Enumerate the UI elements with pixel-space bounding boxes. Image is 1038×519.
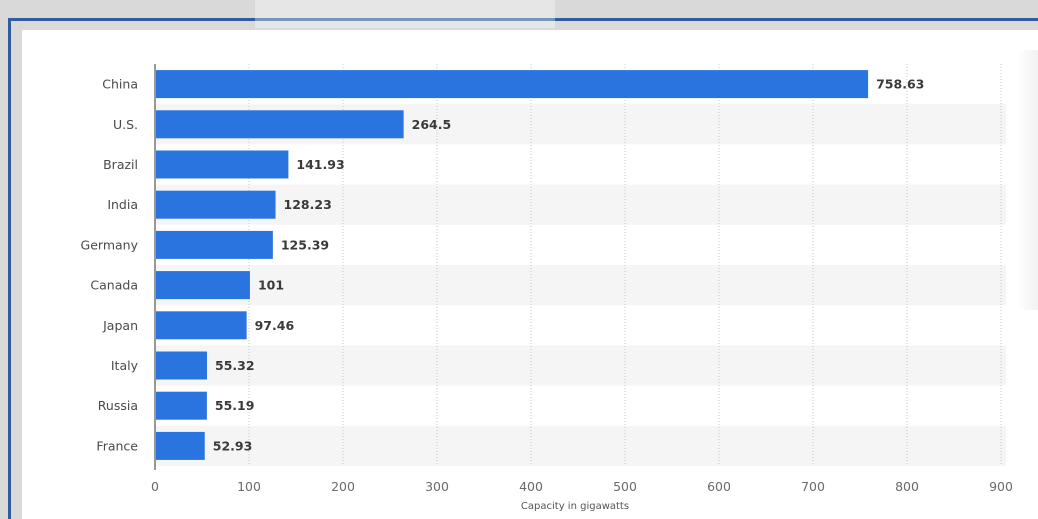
category-label: China	[102, 77, 138, 92]
category-label: Russia	[98, 398, 138, 413]
watermark	[255, 0, 555, 28]
bar-brazil	[156, 150, 289, 179]
side-shadow	[1018, 50, 1038, 310]
bar-japan	[156, 311, 247, 340]
category-label: U.S.	[113, 117, 138, 132]
x-tick-label: 800	[895, 479, 919, 494]
bar-china	[156, 70, 869, 99]
x-tick-label: 900	[989, 479, 1013, 494]
value-label: 264.5	[412, 117, 452, 132]
bar-canada	[156, 271, 250, 300]
bar-italy	[156, 351, 208, 380]
row-background	[155, 184, 1006, 225]
category-label: Germany	[81, 237, 139, 252]
x-tick-label: 700	[801, 479, 825, 494]
frame-border-top	[8, 18, 1038, 21]
value-label: 125.39	[281, 237, 329, 252]
bar-germany	[156, 230, 273, 259]
value-label: 97.46	[255, 318, 295, 333]
value-label: 141.93	[296, 157, 344, 172]
value-label: 55.32	[215, 358, 255, 373]
value-label: 52.93	[213, 438, 253, 453]
value-label: 128.23	[284, 197, 332, 212]
x-tick-label: 500	[613, 479, 637, 494]
value-label: 101	[258, 278, 284, 293]
bar-u-s-	[156, 110, 404, 139]
x-tick-label: 100	[237, 479, 261, 494]
x-tick-label: 300	[425, 479, 449, 494]
x-tick-label: 0	[151, 479, 159, 494]
category-label: Italy	[111, 358, 139, 373]
category-label: Brazil	[103, 157, 138, 172]
row-background	[155, 425, 1006, 466]
bar-france	[156, 431, 205, 460]
bar-india	[156, 190, 276, 219]
category-label: France	[96, 438, 138, 453]
category-label: Japan	[102, 318, 138, 333]
value-label: 758.63	[876, 77, 924, 92]
value-label: 55.19	[215, 398, 255, 413]
x-tick-label: 200	[331, 479, 355, 494]
x-tick-label: 600	[707, 479, 731, 494]
bar-russia	[156, 391, 207, 420]
category-label: Canada	[90, 278, 138, 293]
row-background	[155, 265, 1006, 306]
x-tick-label: 400	[519, 479, 543, 494]
category-label: India	[107, 197, 138, 212]
row-background	[155, 345, 1006, 386]
frame-border-left	[8, 18, 11, 519]
x-axis-title: Capacity in gigawatts	[521, 501, 629, 512]
